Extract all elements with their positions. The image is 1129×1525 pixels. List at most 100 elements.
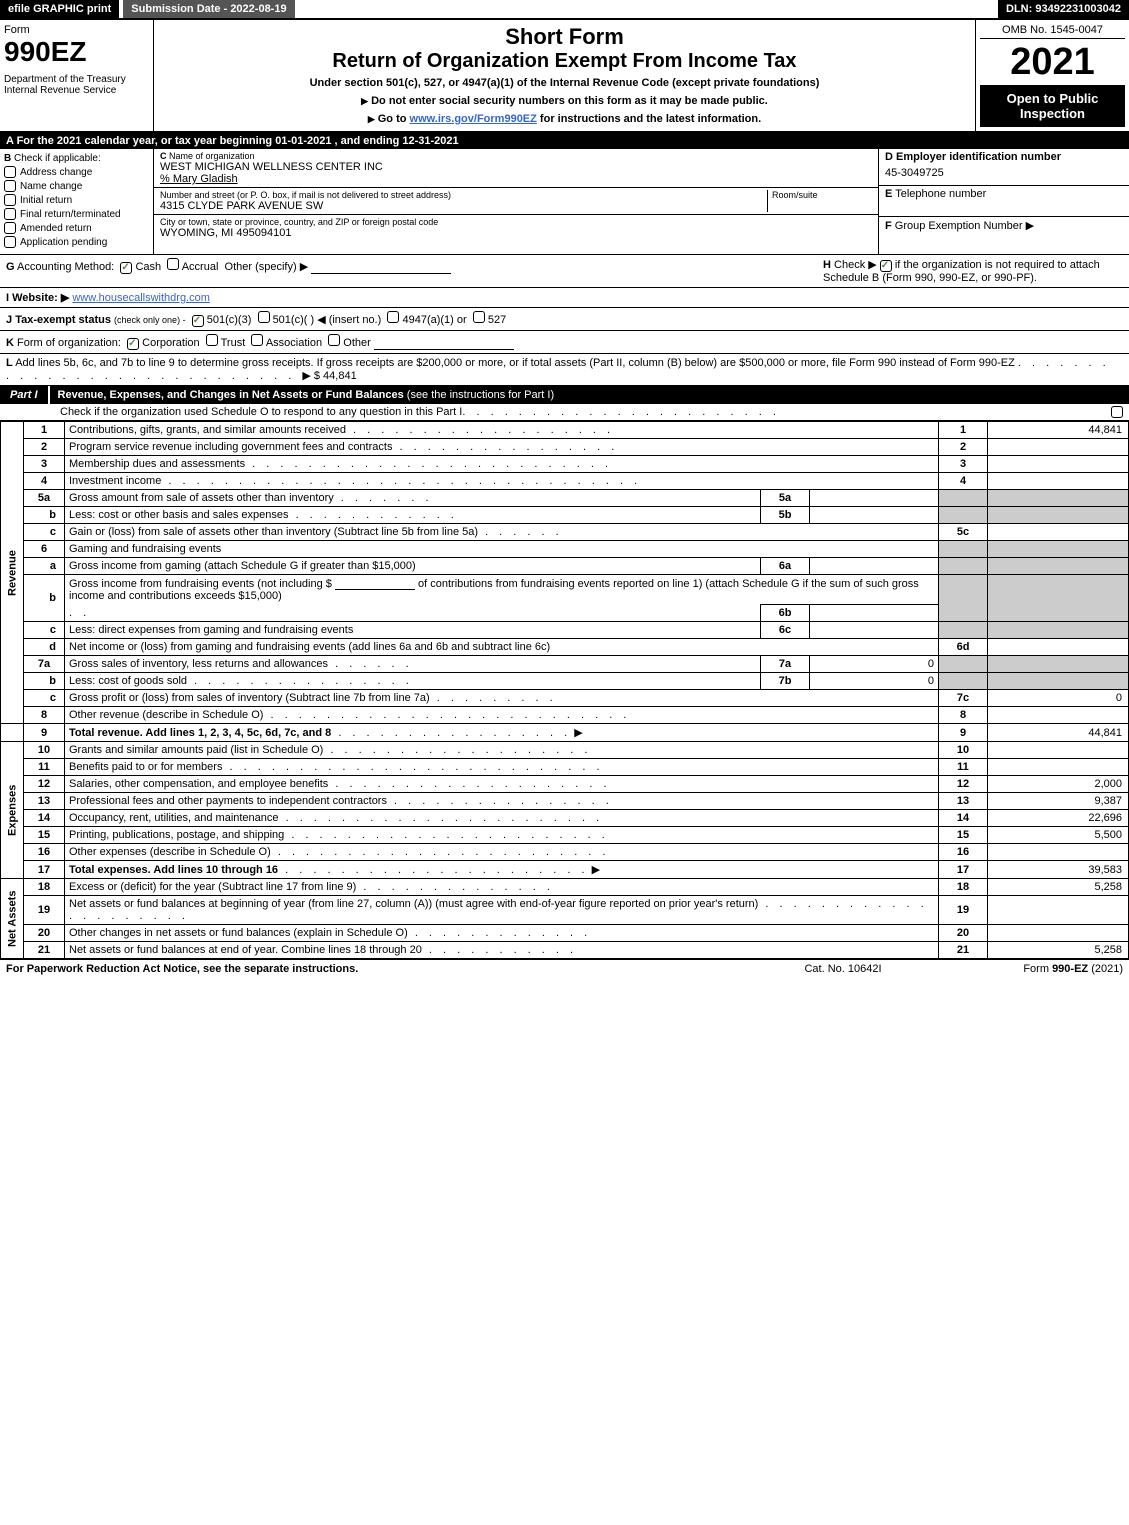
other-specify-input[interactable] [311,261,451,274]
line-num: 9 [24,724,65,742]
table-row: Net Assets 18 Excess or (deficit) for th… [1,879,1129,896]
inline-num: 7b [761,673,810,690]
line-value [988,707,1129,724]
catalog-number: Cat. No. 10642I [743,963,943,975]
inline-num: 6c [761,622,810,639]
527-label: 527 [488,314,506,326]
irs-link[interactable]: www.irs.gov/Form990EZ [410,113,537,125]
schedule-b-checkbox[interactable] [880,260,892,272]
cash-checkbox[interactable] [120,262,132,274]
501c-label: 501(c)( ) [273,314,315,326]
part-i-header: Part I Revenue, Expenses, and Changes in… [0,386,1129,404]
501c3-checkbox[interactable] [192,315,204,327]
part-i-label: Part I [0,386,50,404]
other-org-input[interactable] [374,337,514,350]
shaded-cell [988,622,1129,639]
table-row: 16 Other expenses (describe in Schedule … [1,844,1129,861]
line-desc: Salaries, other compensation, and employ… [69,778,328,790]
line-num: 15 [24,827,65,844]
line-desc: Gaming and fundraising events [65,541,939,558]
table-row: b Gross income from fundraising events (… [1,575,1129,605]
checkbox-amended-return[interactable]: Amended return [4,222,149,234]
inline-val [810,490,939,507]
inline-val [810,622,939,639]
line-desc: Printing, publications, postage, and shi… [69,829,284,841]
submission-date-label: Submission Date - 2022-08-19 [123,0,294,18]
net-assets-vertical-label: Net Assets [1,879,24,959]
checkbox-initial-return[interactable]: Initial return [4,194,149,206]
line-right-num: 20 [939,925,988,942]
ein-label: Employer identification number [896,151,1061,163]
line-num: 3 [24,456,65,473]
line-num: c [24,622,65,639]
line-num: b [24,507,65,524]
shaded-cell [988,575,1129,622]
form-of-org-label: Form of organization: [17,337,121,349]
section-k-row: K Form of organization: Corporation Trus… [0,331,1129,354]
checkbox-name-change[interactable]: Name change [4,180,149,192]
line-desc: Total expenses. Add lines 10 through 16 [69,864,278,876]
efile-graphic-print-button[interactable]: efile GRAPHIC print [0,0,119,18]
line-value [988,639,1129,656]
shaded-cell [939,656,988,673]
table-row: 21 Net assets or fund balances at end of… [1,942,1129,959]
table-row: 15 Printing, publications, postage, and … [1,827,1129,844]
website-link[interactable]: www.housecallswithdrg.com [72,292,210,304]
501c-checkbox[interactable] [258,311,270,323]
association-checkbox[interactable] [251,334,263,346]
schedule-o-checkbox[interactable] [1111,406,1123,418]
checkbox-final-return[interactable]: Final return/terminated [4,208,149,220]
line-value [988,524,1129,541]
line-desc: Gross income from fundraising events (no… [69,578,332,590]
shaded-cell [939,673,988,690]
contribution-amount-input[interactable] [335,577,415,590]
part-i-title: Revenue, Expenses, and Changes in Net As… [50,386,1129,404]
line-num: 1 [24,422,65,439]
line-num: 8 [24,707,65,724]
table-row: b Less: cost or other basis and sales ex… [1,507,1129,524]
shaded-cell [988,558,1129,575]
go-to-suffix: for instructions and the latest informat… [537,113,761,125]
accrual-checkbox[interactable] [167,258,179,270]
line-right-num: 12 [939,776,988,793]
checkbox-application-pending[interactable]: Application pending [4,236,149,248]
table-row: 5a Gross amount from sale of assets othe… [1,490,1129,507]
line-right-num: 4 [939,473,988,490]
table-row: d Net income or (loss) from gaming and f… [1,639,1129,656]
line-num: 17 [24,861,65,879]
line-right-num: 8 [939,707,988,724]
527-checkbox[interactable] [473,311,485,323]
line-desc: Gain or (loss) from sale of assets other… [69,526,478,538]
line-desc: Benefits paid to or for members [69,761,222,773]
line-num: 11 [24,759,65,776]
expenses-vertical-label: Expenses [1,742,24,879]
corporation-checkbox[interactable] [127,338,139,350]
other-org-checkbox[interactable] [328,334,340,346]
subtitle: Under section 501(c), 527, or 4947(a)(1)… [162,77,967,89]
line-right-num: 5c [939,524,988,541]
line-right-num: 16 [939,844,988,861]
table-row: 20 Other changes in net assets or fund b… [1,925,1129,942]
table-row: 13 Professional fees and other payments … [1,793,1129,810]
table-row: 4 Investment income . . . . . . . . . . … [1,473,1129,490]
form-label: Form [4,24,149,36]
section-h-label: H [823,259,831,271]
room-label: Room/suite [772,190,872,200]
line-desc: Other changes in net assets or fund bala… [69,927,408,939]
go-to-prefix: Go to [378,113,410,125]
dln-label: DLN: 93492231003042 [998,0,1129,18]
inline-num: 6b [761,605,810,622]
website-label: Website: ▶ [12,292,69,304]
shaded-cell [988,656,1129,673]
top-bar: efile GRAPHIC print Submission Date - 20… [0,0,1129,20]
4947-checkbox[interactable] [387,311,399,323]
checkbox-address-change[interactable]: Address change [4,166,149,178]
line-value: 0 [988,690,1129,707]
line-num: d [24,639,65,656]
line-desc: Professional fees and other payments to … [69,795,387,807]
form-version: Form 990-EZ (2021) [943,963,1123,975]
trust-checkbox[interactable] [206,334,218,346]
info-grid: B Check if applicable: Address change Na… [0,149,1129,255]
section-f-label: F [885,220,892,232]
gross-receipts-amount: $ 44,841 [314,370,357,382]
